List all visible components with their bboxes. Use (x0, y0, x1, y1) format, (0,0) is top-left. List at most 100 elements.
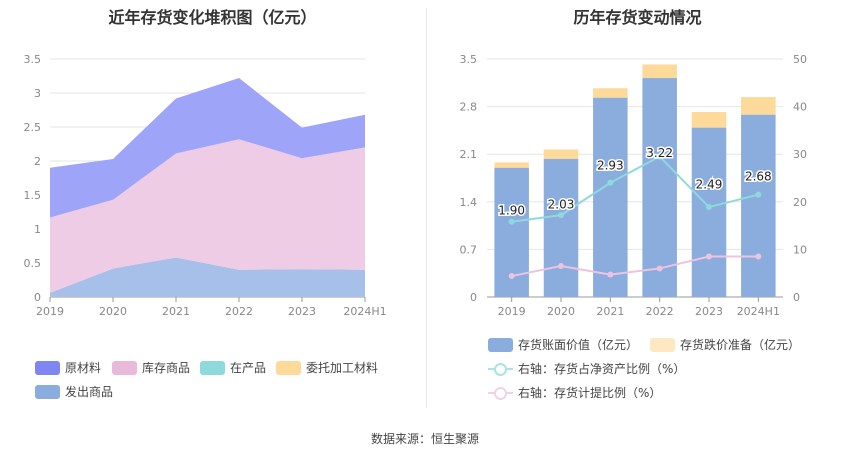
legend-label: 存货账面价值（亿元） (518, 338, 639, 352)
y-tick-label: 1.5 (24, 189, 42, 202)
y-tick-label: 2.8 (460, 101, 478, 114)
x-tick-label: 2023 (288, 305, 316, 318)
legend-item-goods-shipped[interactable]: 发出商品 (35, 383, 113, 400)
y2-tick-label: 20 (793, 196, 807, 209)
legend-label: 委托加工材料 (306, 361, 379, 375)
y-tick-label: 0 (470, 291, 477, 304)
line-point (706, 253, 712, 260)
line-series (511, 155, 759, 223)
line-point (558, 263, 564, 270)
legend-item-impairment[interactable]: 存货跌价准备（亿元） (650, 336, 800, 353)
legend-item-finished-goods[interactable]: 库存商品 (112, 359, 190, 376)
area-series (50, 78, 365, 218)
y-tick-label: 3.5 (460, 53, 478, 66)
y-tick-label: 0.7 (460, 243, 478, 256)
right-chart-title: 历年存货变动情况 (573, 8, 702, 27)
data-source: 数据来源：恒生聚源 (370, 432, 479, 446)
bar-inventory-value (741, 114, 776, 297)
legend-label: 存货跌价准备（亿元） (680, 338, 801, 352)
line-point (558, 212, 564, 219)
bar-line-combo-chart: 0 0.7 1.4 2.1 2.8 3.5 0 10 20 30 40 50 2019 2020 2021 2… (460, 53, 808, 318)
bar-impairment (593, 88, 628, 98)
legend-swatch (35, 360, 60, 375)
stacked-area-chart: 0 0.5 1 1.5 2 2.5 3 3.5 2019 2020 2021 2022 2023 2024… (24, 53, 387, 318)
legend-swatch (200, 360, 225, 375)
panel-divider (426, 8, 427, 408)
y-tick-label: 2.1 (460, 148, 478, 161)
bar-value-label: 2.93 (597, 158, 624, 172)
y-tick-label: 0.5 (24, 257, 42, 270)
legend-swatch (35, 384, 60, 399)
line-point (607, 271, 614, 278)
legend-label: 右轴：存货计提比例（%） (518, 386, 662, 400)
bar-inventory-value (691, 127, 727, 298)
legend-item-net-asset-ratio[interactable]: 右轴：存货占净资产比例（%） (488, 360, 685, 377)
legend-swatch (650, 337, 675, 352)
x-tick-label: 2022 (646, 305, 674, 318)
x-tick-label: 2023 (695, 305, 723, 318)
y-tick-label: 1 (34, 223, 41, 236)
x-tick-label: 2020 (99, 305, 127, 318)
legend-label: 库存商品 (142, 361, 191, 375)
bar-impairment (642, 64, 677, 79)
line-point (706, 204, 712, 211)
x-tick-label: 2020 (547, 305, 575, 318)
y2-tick-label: 10 (793, 243, 807, 256)
legend-item-provision-ratio[interactable]: 右轴：存货计提比例（%） (488, 384, 661, 401)
legend-item-wip[interactable]: 在产品 (200, 359, 266, 376)
legend-swatch (488, 386, 513, 400)
x-tick-label: 2021 (162, 305, 190, 318)
line-series (511, 255, 759, 278)
y2-tick-label: 40 (793, 101, 807, 114)
legend-swatch (112, 360, 137, 375)
legend-swatch (488, 362, 513, 376)
y2-tick-label: 50 (793, 53, 807, 66)
legend-label: 右轴：存货占净资产比例（%） (518, 362, 686, 376)
line-point (508, 273, 515, 280)
y-tick-label: 1.4 (460, 196, 478, 209)
x-tick-label: 2024H1 (737, 305, 780, 318)
y-tick-label: 0 (34, 291, 41, 304)
bar-value-label: 3.22 (646, 146, 673, 160)
bar-impairment (691, 112, 727, 128)
legend-item-consigned-material[interactable]: 委托加工材料 (276, 359, 378, 376)
y-tick-label: 2.5 (24, 121, 42, 134)
x-tick-label: 2019 (498, 305, 526, 318)
bar-inventory-value (543, 158, 579, 297)
y2-tick-label: 0 (793, 291, 800, 304)
y-tick-label: 3.5 (24, 53, 42, 66)
x-tick-label: 2019 (36, 305, 64, 318)
legend-item-inventory-value[interactable]: 存货账面价值（亿元） (488, 336, 638, 353)
x-tick-label: 2024H1 (343, 305, 386, 318)
area-series (50, 139, 365, 293)
bar-impairment (543, 149, 579, 159)
left-legend: 原材料 库存商品 在产品 委托加工材料 发出商品 (0, 0, 425, 410)
y2-tick-label: 30 (793, 148, 807, 161)
bar-value-label: 2.03 (548, 198, 575, 212)
bar-impairment (741, 97, 776, 115)
legend-swatch (488, 337, 513, 352)
left-chart-panel: 近年存货变化堆积图（亿元） 0 0.5 1 1.5 2 2.5 3 3.5 2019 2020 20… (0, 0, 425, 410)
y-tick-label: 3 (34, 87, 41, 100)
bar-value-label: 1.90 (498, 203, 525, 217)
right-chart-panel: 历年存货变动情况 0 0.7 1.4 2.1 2.8 3.5 0 10 20 30 40 50 2019… (425, 0, 850, 410)
x-tick-label: 2021 (596, 305, 624, 318)
bar-impairment (494, 162, 529, 168)
legend-swatch (276, 360, 301, 375)
legend-label: 原材料 (65, 361, 102, 375)
bar-value-label: 2.68 (745, 169, 772, 183)
line-point (656, 265, 663, 272)
line-point (755, 253, 762, 260)
right-legend: 存货账面价值（亿元） 存货跌价准备（亿元） 右轴：存货占净资产比例（%） 右轴：… (425, 0, 850, 410)
left-chart-title: 近年存货变化堆积图（亿元） (108, 8, 317, 27)
area-series (50, 257, 365, 297)
legend-item-raw-material[interactable]: 原材料 (35, 359, 101, 376)
line-point (755, 191, 762, 198)
line-point (607, 179, 614, 186)
legend-label: 在产品 (230, 361, 267, 375)
bar-inventory-value (593, 97, 628, 297)
line-point (508, 218, 515, 225)
line-point (656, 153, 663, 160)
bar-inventory-value (642, 78, 677, 297)
legend-label: 发出商品 (65, 385, 114, 399)
